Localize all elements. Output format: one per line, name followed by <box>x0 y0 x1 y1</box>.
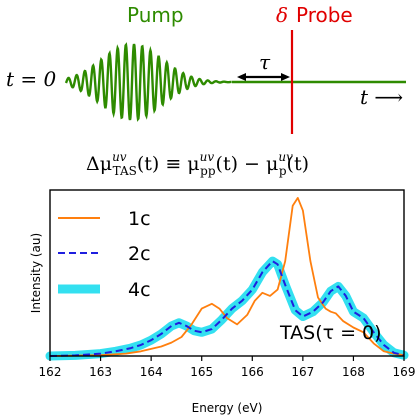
eq-lhs: Δμ <box>86 153 112 175</box>
probe-delta: δ <box>276 3 288 27</box>
x-axis-label: Energy (eV) <box>192 401 263 415</box>
time-axis-label: t ⟶ <box>360 85 403 109</box>
tas-spectrum-plot: 162 163 164 165 166 167 168 169 1c 2c 4c TAS(τ … <box>29 189 416 415</box>
x-tick-label-167: 167 <box>291 365 314 379</box>
eq-lhs-sup: uv <box>112 150 127 164</box>
legend-label-4c: 4c <box>128 279 151 301</box>
y-axis-label: Intensity (au) <box>29 233 43 313</box>
eq-arg1: (t) ≡ μ <box>137 153 200 175</box>
x-tick-label-162: 162 <box>39 365 62 379</box>
plot-frame <box>49 189 405 357</box>
tau-arrow-right-head <box>281 73 290 81</box>
series-line-2c <box>49 260 405 357</box>
tas-equation: Δμuv TAS(t) ≡ μuv pp(t) − μuv p(t) <box>86 150 309 178</box>
series-line-1c <box>49 197 405 357</box>
tau-arrow-left-head <box>237 73 246 81</box>
x-tick-label-165: 165 <box>190 365 213 379</box>
eq-arg2: (t) − μ <box>216 153 279 175</box>
x-tick-label-166: 166 <box>241 365 264 379</box>
eq-p-sup: uv <box>278 150 293 164</box>
annotation-tas-tau-zero: TAS(τ = 0) <box>279 322 382 344</box>
pump-label: Pump <box>127 3 184 27</box>
pump-pulse-wave <box>64 42 232 122</box>
probe-label: Probe <box>296 3 353 27</box>
legend-label-2c: 2c <box>128 243 151 265</box>
eq-pp-sub: pp <box>200 164 216 178</box>
eq-lhs-sub: TAS <box>113 164 137 178</box>
x-ticks: 162 163 164 165 166 167 168 169 <box>39 356 416 379</box>
eq-pp-sup: uv <box>200 150 215 164</box>
pump-probe-schematic: Pump δ Probe t = 0 τ t ⟶ <box>6 3 406 134</box>
eq-arg3: (t) <box>287 153 309 175</box>
x-tick-label-164: 164 <box>140 365 163 379</box>
time-zero-label: t = 0 <box>6 67 57 91</box>
eq-p-sub: p <box>279 164 287 178</box>
legend-label-1c: 1c <box>128 208 151 230</box>
series-layer <box>45 197 409 361</box>
x-tick-label-168: 168 <box>342 365 365 379</box>
x-tick-label-163: 163 <box>89 365 112 379</box>
tau-label: τ <box>259 50 271 74</box>
x-tick-label-169: 169 <box>393 365 416 379</box>
legend: 1c 2c 4c <box>58 208 151 301</box>
